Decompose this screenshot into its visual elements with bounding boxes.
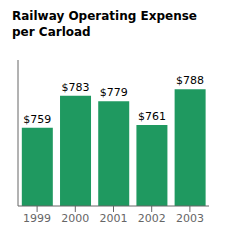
html-text:Railway Operating Expense: Railway Operating Expense [12,9,197,23]
svg-text:2003: 2003 [176,212,204,225]
svg-text:2001: 2001 [100,212,128,225]
svg-text:$779: $779 [100,86,128,99]
svg-text:2000: 2000 [61,212,89,225]
svg-text:2002: 2002 [138,212,166,225]
svg-text:$788: $788 [176,74,204,87]
svg-text:1999: 1999 [23,212,51,225]
svg-text:$759: $759 [23,113,51,126]
html-text:per Carload: per Carload [12,25,91,39]
svg-text:$761: $761 [138,110,166,123]
svg-text:$783: $783 [62,81,90,94]
